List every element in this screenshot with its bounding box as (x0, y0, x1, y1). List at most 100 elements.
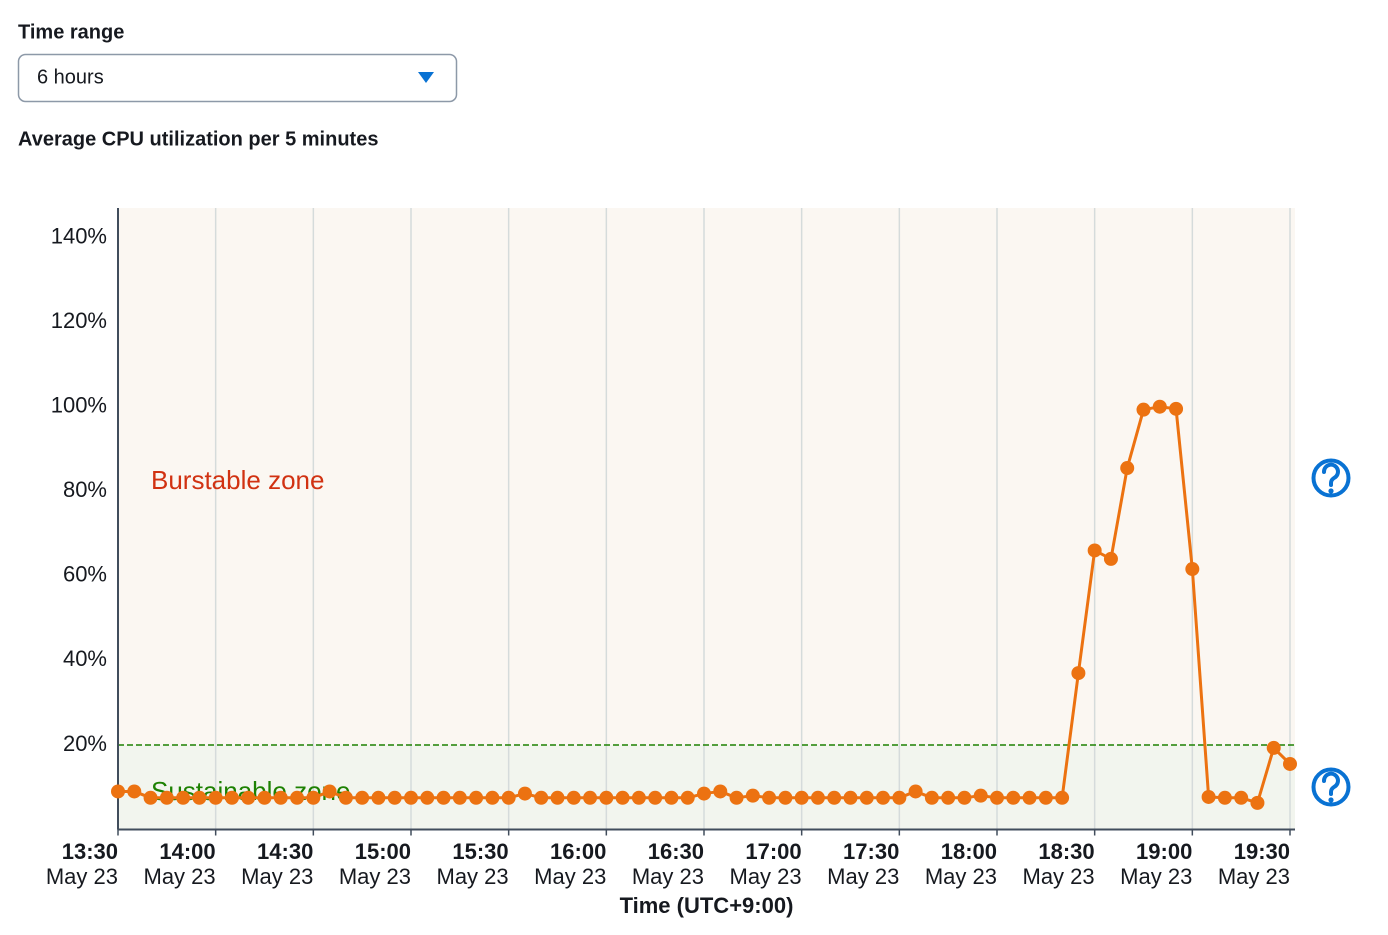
data-point (550, 790, 565, 805)
x-tick-date: May 23 (632, 864, 704, 889)
data-point (290, 790, 305, 805)
data-point (1250, 795, 1265, 810)
data-point (664, 790, 679, 805)
data-point (338, 790, 353, 805)
x-tick-label: 16:30 (648, 839, 704, 864)
chart-title: Average CPU utilization per 5 minutes (18, 128, 378, 150)
x-axis-label: Time (UTC+9:00) (620, 893, 794, 918)
help-icon[interactable] (1311, 458, 1351, 498)
data-point (599, 790, 614, 805)
data-point (1136, 402, 1151, 417)
data-point (176, 790, 191, 805)
field-label: Time range (18, 21, 124, 43)
data-point (794, 790, 809, 805)
data-point (1266, 740, 1281, 755)
data-point (469, 790, 484, 805)
x-tick-label: 16:00 (550, 839, 606, 864)
data-point (631, 790, 646, 805)
data-point (1087, 543, 1102, 558)
x-tick-label: 15:30 (452, 839, 508, 864)
data-point (501, 790, 516, 805)
y-tick-label: 100% (51, 393, 107, 418)
data-point (908, 784, 923, 799)
help-icon[interactable] (1311, 767, 1351, 807)
data-point (957, 790, 972, 805)
x-tick-date: May 23 (46, 864, 118, 889)
data-point (1169, 401, 1184, 416)
x-tick-date: May 23 (1120, 864, 1192, 889)
data-point (159, 790, 174, 805)
dropdown[interactable] (17, 53, 458, 103)
data-point (111, 784, 125, 799)
x-tick-date: May 23 (1023, 864, 1095, 889)
data-point (355, 790, 370, 805)
data-point (762, 790, 777, 805)
data-point (404, 790, 418, 805)
data-point (192, 790, 207, 805)
x-tick-label: 17:00 (745, 839, 801, 864)
data-point (729, 790, 744, 805)
x-tick-label: 13:30 (62, 839, 118, 864)
data-point (387, 790, 402, 805)
y-tick-label: 20% (63, 731, 107, 756)
data-point (1038, 790, 1053, 805)
data-point (697, 786, 711, 801)
x-tick-date: May 23 (534, 864, 606, 889)
x-tick-label: 15:00 (355, 839, 411, 864)
data-point (876, 790, 891, 805)
data-point (827, 790, 842, 805)
data-point (745, 788, 760, 803)
data-point (1006, 790, 1021, 805)
data-point (420, 790, 435, 805)
data-point (583, 790, 598, 805)
data-point (517, 786, 532, 801)
data-point (810, 790, 825, 805)
data-point (648, 790, 663, 805)
x-tick-label: 14:00 (159, 839, 215, 864)
data-point (436, 790, 451, 805)
data-point (1217, 790, 1232, 805)
dropdown-value: 6 hours (37, 66, 104, 88)
x-tick-label: 19:30 (1234, 839, 1290, 864)
data-point (322, 784, 337, 799)
x-tick-date: May 23 (339, 864, 411, 889)
y-tick-label: 120% (51, 308, 107, 333)
data-point (371, 790, 386, 805)
data-point (680, 790, 695, 805)
data-point (1201, 789, 1216, 804)
data-point (224, 790, 239, 805)
data-point (713, 784, 728, 799)
data-point (941, 790, 956, 805)
x-tick-date: May 23 (827, 864, 899, 889)
data-point (892, 790, 907, 805)
data-point (1152, 399, 1167, 414)
data-point (273, 790, 288, 805)
zone-label: Burstable zone (151, 465, 324, 495)
data-point (859, 790, 874, 805)
data-point (452, 790, 467, 805)
data-point (1234, 790, 1249, 805)
burstable-zone (118, 208, 1295, 745)
data-point (990, 790, 1004, 805)
data-point (1103, 551, 1118, 566)
data-point (143, 790, 158, 805)
data-point (1283, 756, 1297, 771)
y-tick-label: 40% (63, 646, 107, 671)
data-point (306, 790, 321, 805)
data-point (485, 790, 500, 805)
x-tick-label: 18:30 (1038, 839, 1094, 864)
x-tick-date: May 23 (730, 864, 802, 889)
x-tick-date: May 23 (144, 864, 216, 889)
data-point (534, 790, 549, 805)
data-point (1055, 790, 1070, 805)
dropdown-caret[interactable] (418, 72, 434, 83)
x-tick-label: 17:30 (843, 839, 899, 864)
data-point (127, 784, 142, 799)
data-point (241, 790, 256, 805)
data-point (778, 790, 793, 805)
data-point (566, 790, 581, 805)
x-tick-label: 14:30 (257, 839, 313, 864)
x-tick-date: May 23 (241, 864, 313, 889)
y-tick-label: 80% (63, 477, 107, 502)
